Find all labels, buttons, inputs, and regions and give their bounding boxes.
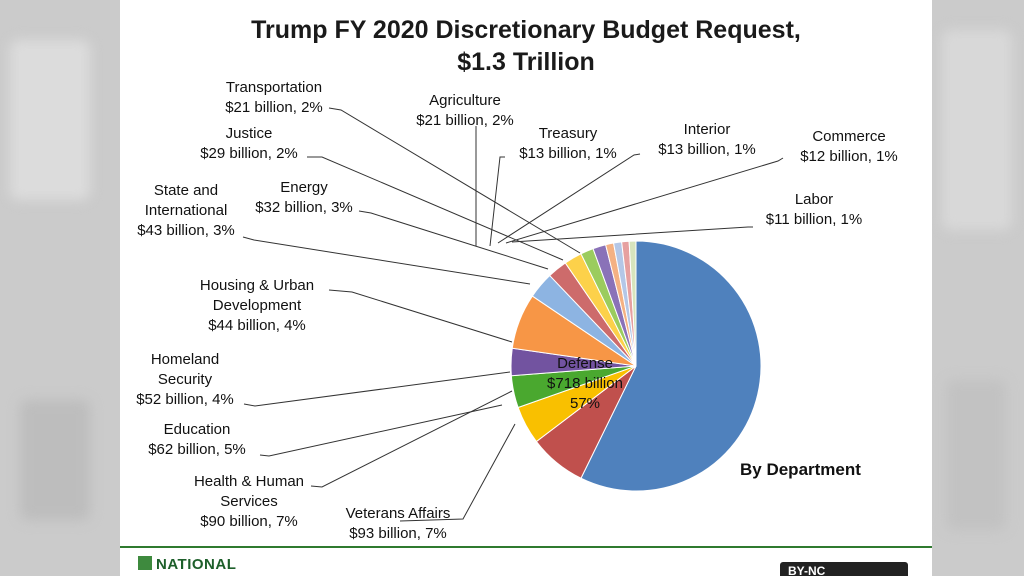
data-label-defense: Defense $718 billion 57% [547, 355, 623, 412]
leader-line-homeland-security [243, 371, 511, 407]
data-label-education: Education $62 billion, 5% [148, 421, 246, 458]
video-letterbox-left [0, 0, 120, 576]
leader-line-treasury [489, 156, 505, 247]
leader-line-state-and-international [242, 236, 531, 285]
data-label-homeland-security: Homeland Security $52 billion, 4% [136, 351, 234, 408]
data-label-commerce: Commerce $12 billion, 1% [800, 128, 898, 165]
data-label-housing-urban-development: Housing & Urban Development $44 billion, 4… [200, 277, 314, 334]
creative-commons-badge: BY-NC [780, 562, 908, 576]
data-label-treasury: Treasury $13 billion, 1% [519, 125, 617, 162]
organization-logo: NATIONAL [138, 556, 236, 573]
chart-title-line-2: $1.3 Trillion [457, 48, 595, 76]
leader-line-health-human-services [310, 390, 513, 488]
logo-text: NATIONAL [156, 556, 237, 573]
chart-subtitle: By Department [740, 460, 861, 479]
data-label-veterans-affairs: Veterans Affairs $93 billion, 7% [346, 505, 451, 542]
leader-line-labor [511, 226, 753, 243]
leader-line-energy [358, 210, 549, 270]
pie-slice-defense [580, 240, 762, 492]
leader-line-justice [307, 156, 564, 261]
leader-line-education [259, 404, 503, 457]
data-label-transportation: Transportation $21 billion, 2% [225, 79, 323, 116]
leader-line-commerce [505, 157, 784, 244]
data-label-energy: Energy $32 billion, 3% [255, 179, 353, 216]
data-label-interior: Interior $13 billion, 1% [658, 121, 756, 158]
logo-mark-icon [138, 556, 152, 570]
data-label-labor: Labor $11 billion, 1% [766, 191, 862, 228]
license-text: BY-NC [788, 564, 826, 576]
chart-title: Trump FY 2020 Discretionary Budget Reque… [120, 14, 932, 78]
video-letterbox-right [932, 0, 1024, 576]
pie-chart: Defense $718 billion 57% Veterans Affairs $9… [136, 79, 898, 542]
chart-title-line-1: Trump FY 2020 Discretionary Budget Reque… [251, 16, 801, 44]
data-label-justice: Justice $29 billion, 2% [200, 125, 298, 162]
slide: Trump FY 2020 Discretionary Budget Reque… [120, 0, 932, 576]
slide-footer: NATIONAL BY-NC [120, 546, 932, 576]
leader-line-housing-urban-development [328, 289, 513, 343]
leader-line-transportation [328, 107, 581, 254]
data-label-health-human-services: Health & Human Services $90 billion, 7% [194, 473, 304, 530]
data-label-state-and-international: State and International $43 billion, 3% [137, 182, 235, 239]
leader-line-interior [497, 153, 641, 244]
leader-line-veterans-affairs [399, 423, 516, 522]
data-label-agriculture: Agriculture $21 billion, 2% [416, 92, 514, 129]
pie-slice-labor [628, 240, 637, 367]
